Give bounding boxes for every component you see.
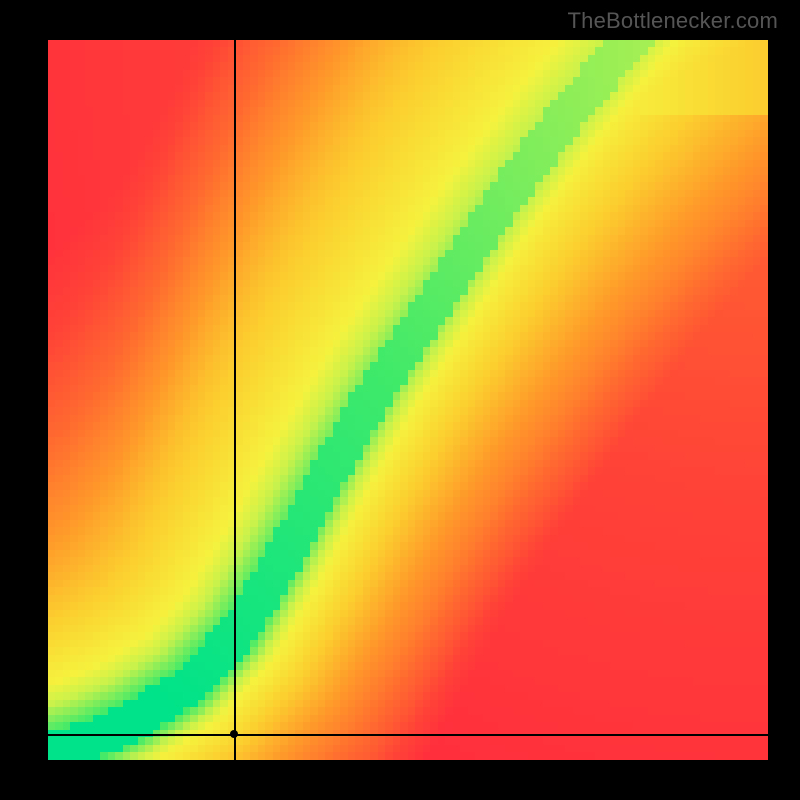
y-axis xyxy=(234,40,236,760)
stage: TheBottlenecker.com xyxy=(0,0,800,800)
heatmap-plot xyxy=(48,40,768,760)
heatmap-canvas xyxy=(48,40,768,760)
watermark-text: TheBottlenecker.com xyxy=(568,8,778,34)
axis-origin-marker xyxy=(230,730,238,738)
x-axis xyxy=(48,734,768,736)
